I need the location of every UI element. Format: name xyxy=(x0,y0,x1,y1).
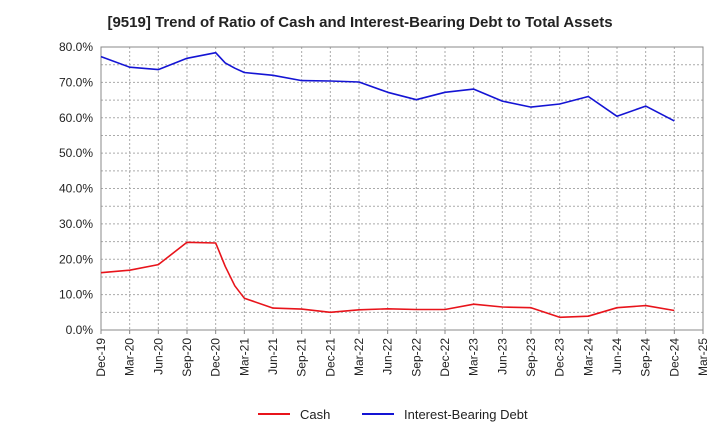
x-tick-label: Mar-23 xyxy=(467,338,481,376)
x-tick-label: Dec-20 xyxy=(209,338,223,377)
x-tick-label: Jun-20 xyxy=(151,338,165,375)
x-tick-label: Mar-20 xyxy=(123,338,137,376)
legend: Cash Interest-Bearing Debt xyxy=(258,407,528,422)
legend-label: Interest-Bearing Debt xyxy=(404,407,528,422)
y-tick-label: 20.0% xyxy=(59,252,93,266)
x-tick-label: Jun-23 xyxy=(495,338,509,375)
x-tick-label: Mar-22 xyxy=(352,338,366,376)
y-tick-label: 40.0% xyxy=(59,182,93,196)
x-tick-label: Jun-21 xyxy=(266,338,280,375)
x-tick-label: Mar-25 xyxy=(696,338,710,376)
series-line-cash xyxy=(100,241,675,319)
series xyxy=(100,51,675,319)
y-tick-label: 50.0% xyxy=(59,146,93,160)
y-tick-label: 70.0% xyxy=(59,75,93,89)
series-line-interest-bearing-debt xyxy=(100,51,675,122)
x-tick-label: Dec-24 xyxy=(667,338,681,377)
y-tick-label: 60.0% xyxy=(59,111,93,125)
x-tick-label: Dec-22 xyxy=(438,338,452,377)
x-tick-label: Dec-21 xyxy=(323,338,337,377)
chart-title: [9519] Trend of Ratio of Cash and Intere… xyxy=(107,14,613,31)
legend-label: Cash xyxy=(300,407,330,422)
x-tick-label: Sep-24 xyxy=(639,338,653,377)
x-tick-label: Sep-23 xyxy=(524,338,538,377)
x-tick-label: Mar-21 xyxy=(237,338,251,376)
x-tick-label: Sep-20 xyxy=(180,338,194,377)
x-tick-label: Dec-19 xyxy=(94,338,108,377)
x-tick-label: Dec-23 xyxy=(553,338,567,377)
y-tick-label: 0.0% xyxy=(66,323,94,337)
y-tick-label: 10.0% xyxy=(59,288,93,302)
x-axis: Dec-19 Mar-20 Jun-20 Sep-20 Dec-20 Mar-21 Jun-… xyxy=(94,330,710,377)
x-tick-label: Mar-24 xyxy=(581,338,595,376)
plot-frame xyxy=(100,46,704,331)
grid xyxy=(100,46,704,331)
y-tick-label: 30.0% xyxy=(59,217,93,231)
y-tick-label: 80.0% xyxy=(59,40,93,54)
x-tick-label: Sep-22 xyxy=(409,338,423,377)
x-tick-label: Jun-22 xyxy=(381,338,395,375)
x-tick-label: Sep-21 xyxy=(295,338,309,377)
y-axis: 0.0% 10.0% 20.0% 30.0% 40.0% 50.0% 60.0% 70.0% 8… xyxy=(59,40,93,337)
x-tick-label: Jun-24 xyxy=(610,338,624,375)
